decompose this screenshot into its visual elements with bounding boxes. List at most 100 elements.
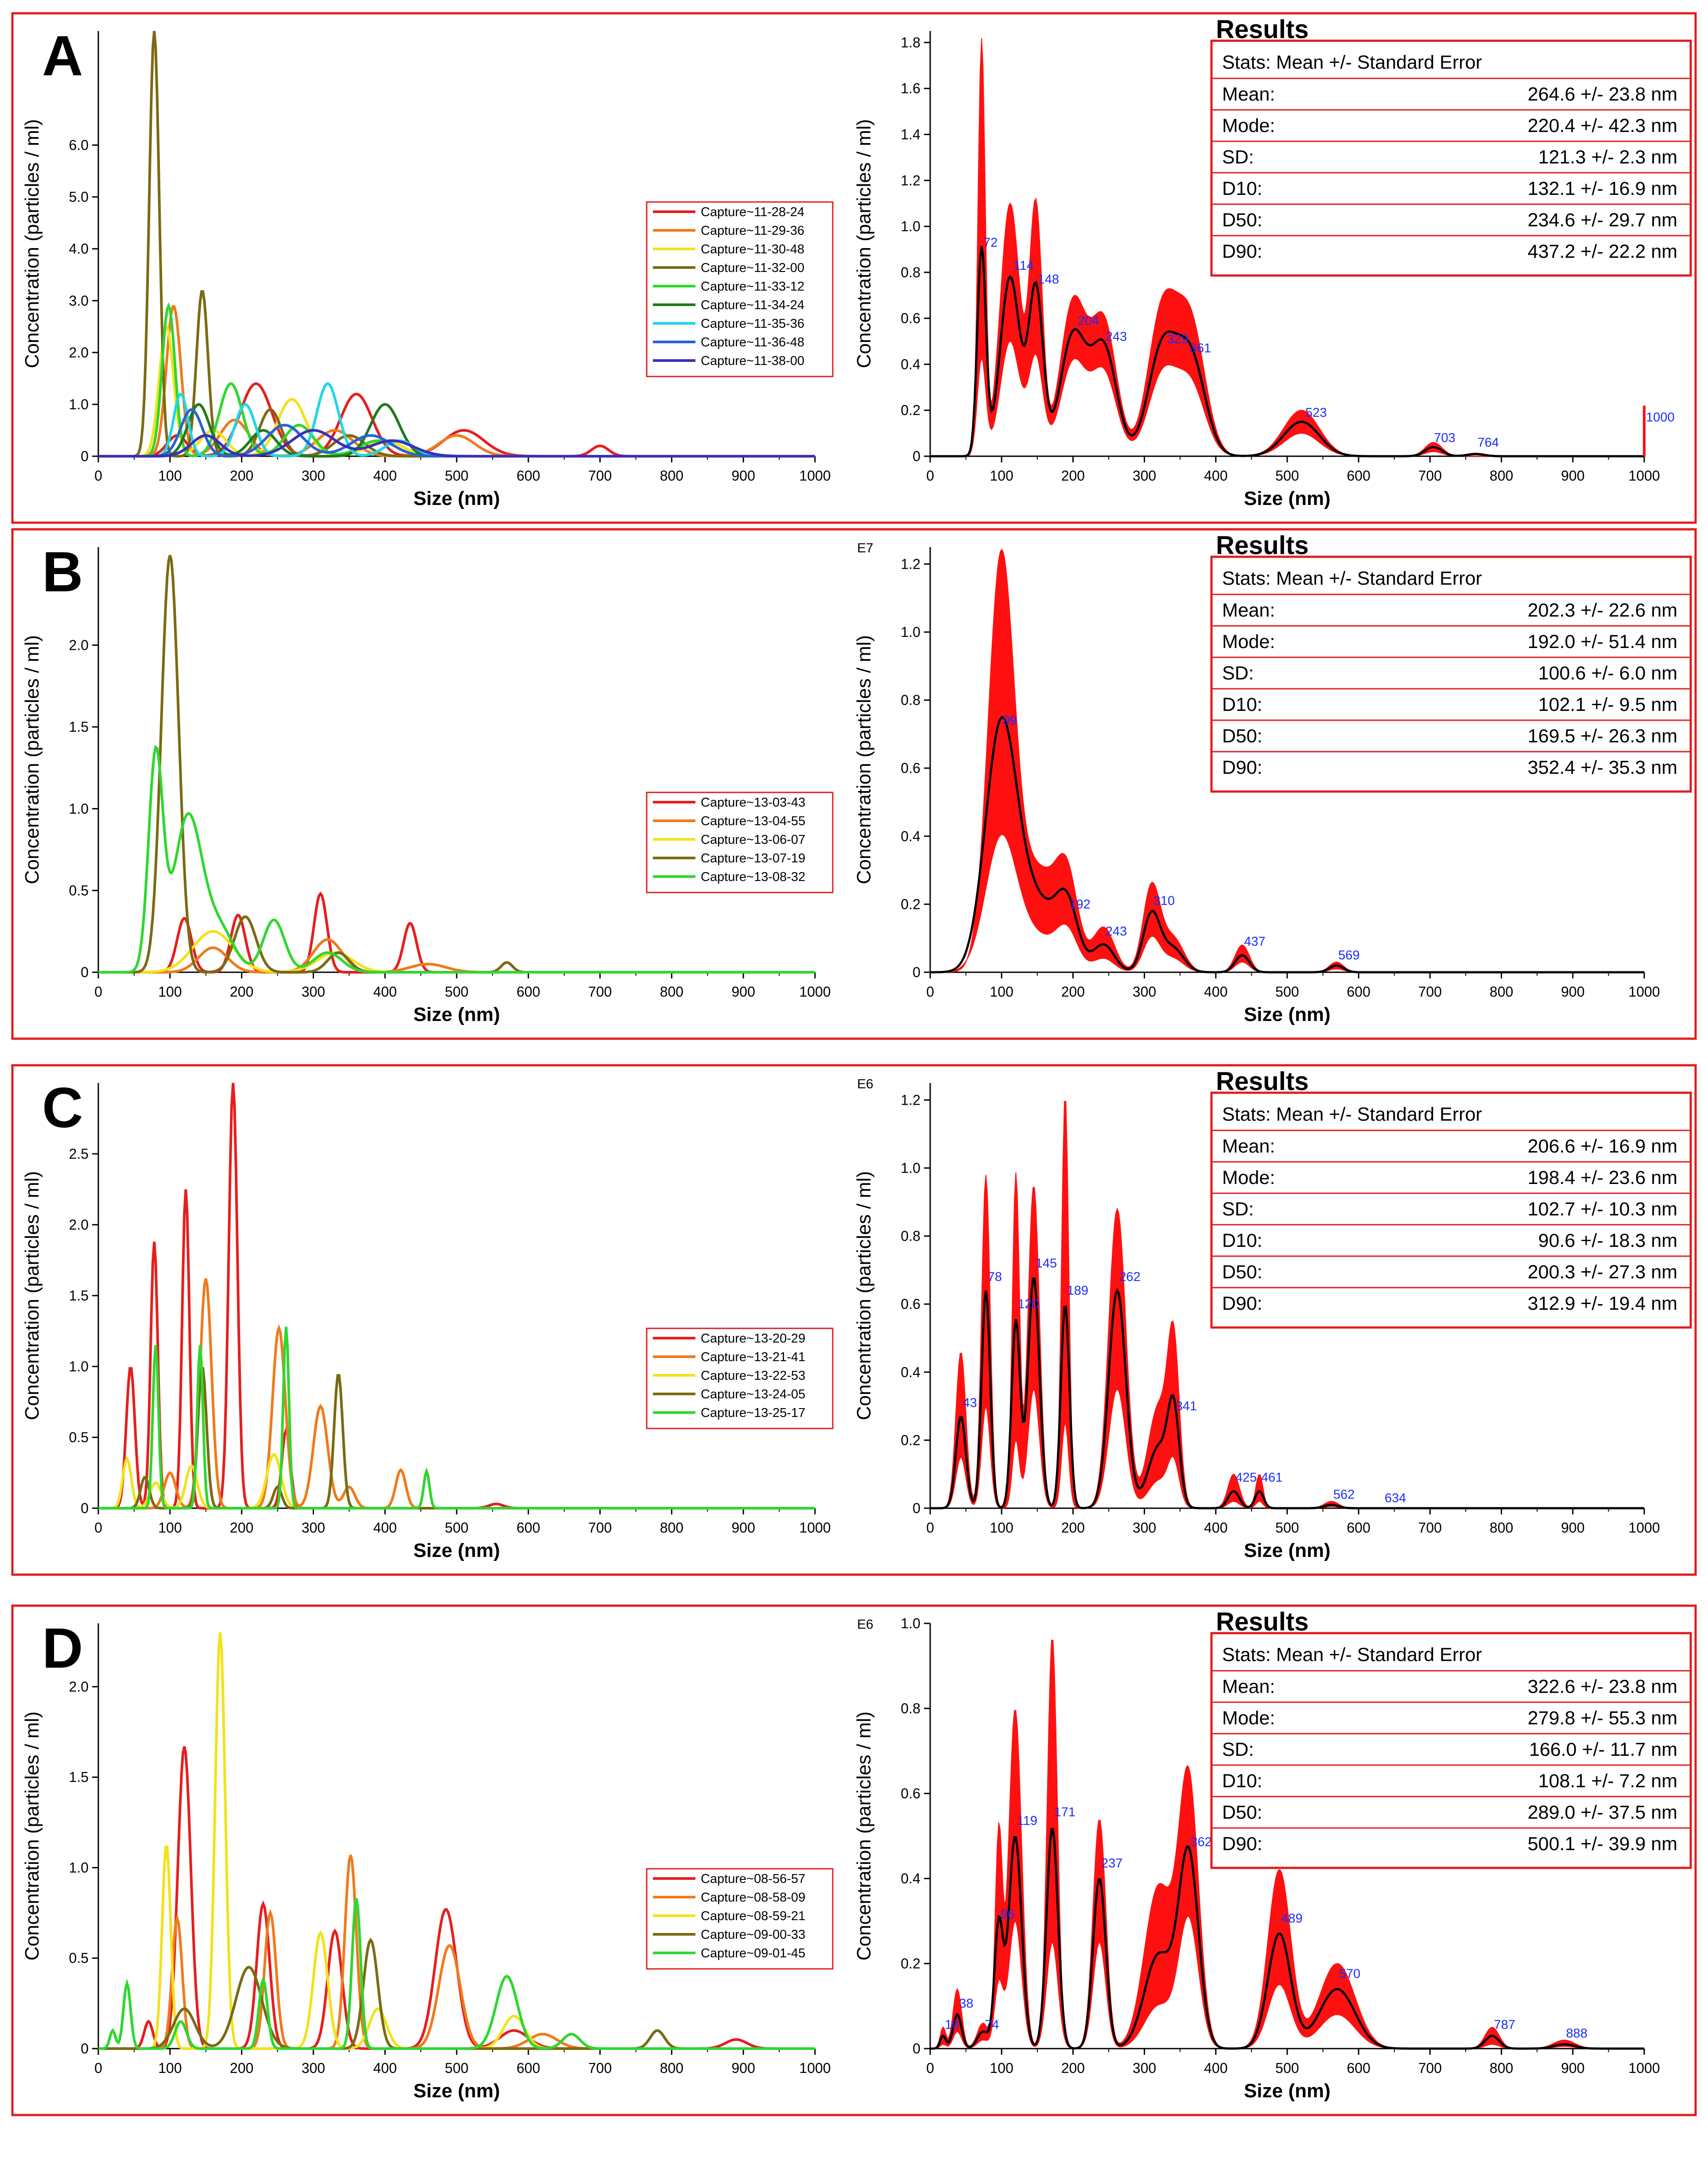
legend-entry: Capture~08-58-09 [701, 1890, 805, 1905]
results-box [1210, 39, 1692, 277]
distribution-chart: 0 100 200 300 400 500 600 700 800 900 1000 0 0.2 0.4 0… [853, 1615, 1660, 2102]
y-tick-label: 1.5 [69, 1769, 89, 1785]
x-tick-label: 100 [990, 984, 1013, 1000]
capture-chart: 0 100 200 300 400 500 600 700 800 900 1000 0 0.5 1.0 1… [21, 1623, 834, 2102]
y-axis-title: Concentration (particles / ml) [853, 1171, 875, 1420]
x-tick-label: 700 [1418, 2060, 1442, 2076]
x-tick-label: 1000 [799, 468, 831, 484]
y-tick-label: 1.2 [901, 172, 920, 188]
y-tick-label: 0 [81, 448, 89, 464]
y-tick-label: 1.5 [69, 1288, 89, 1304]
x-tick-label: 500 [445, 468, 468, 484]
x-tick-label: 400 [1204, 984, 1227, 1000]
panel-frame [11, 12, 1697, 524]
x-tick-label: 100 [158, 984, 182, 1000]
panel-frame [11, 528, 1697, 1040]
panel-frame [11, 1604, 1697, 2116]
legend-entry: Capture~11-33-12 [701, 279, 804, 294]
x-tick-label: 200 [230, 468, 253, 484]
peak-label: 425 [1235, 1471, 1257, 1485]
y-tick-label: 0 [81, 1500, 89, 1516]
peak-label: 237 [1101, 1856, 1122, 1871]
y-tick-label: 3.0 [69, 293, 89, 309]
legend-entry: Capture~13-24-05 [701, 1387, 805, 1401]
x-tick-label: 500 [1275, 468, 1299, 484]
results-value: 289.0 +/- 37.5 nm [1528, 1802, 1677, 1823]
peak-label: 634 [1385, 1491, 1406, 1505]
x-tick-label: 900 [732, 2060, 755, 2076]
capture-chart: 0 100 200 300 400 500 600 700 800 900 1000 0 0.5 1.0 1… [21, 1083, 834, 1561]
results-label: D10: [1222, 178, 1262, 199]
peak-label: 119 [1017, 1814, 1037, 1828]
x-tick-label: 0 [926, 2060, 934, 2076]
axis-exponent: E7 [857, 541, 873, 555]
x-axis-title: Size (nm) [1244, 488, 1331, 509]
results-value: 322.6 +/- 23.8 nm [1528, 1676, 1677, 1697]
y-axis-title: Concentration (particles / ml) [21, 119, 43, 368]
peak-label: 78 [988, 1270, 1002, 1284]
x-tick-label: 300 [1133, 984, 1156, 1000]
x-tick-label: 200 [230, 2060, 253, 2076]
x-tick-label: 300 [1133, 468, 1156, 484]
x-tick-label: 1000 [1628, 2060, 1660, 2076]
results-box [1210, 1091, 1692, 1329]
legend-entry: Capture~13-25-17 [701, 1406, 805, 1420]
distribution-chart: 0 100 200 300 400 500 600 700 800 900 1000 0 0.2 0.4 0… [853, 541, 1660, 1025]
legend-entry: Capture~08-59-21 [701, 1909, 805, 1923]
results-value: 121.3 +/- 2.3 nm [1538, 147, 1677, 168]
x-tick-label: 400 [373, 984, 397, 1000]
series-line-Capture~13-08-32 [98, 745, 815, 974]
x-axis-title: Size (nm) [413, 2080, 500, 2102]
x-tick-label: 800 [660, 1520, 683, 1536]
results-header: Stats: Mean +/- Standard Error [1222, 568, 1482, 589]
y-tick-label: 1.5 [69, 719, 89, 735]
y-tick-label: 0.6 [901, 311, 920, 326]
results-label: D90: [1222, 1833, 1262, 1855]
results-value: 132.1 +/- 16.9 nm [1528, 178, 1677, 199]
results-label: Mode: [1222, 1708, 1275, 1729]
peak-label: 262 [1119, 1270, 1140, 1284]
results-label: D50: [1222, 1802, 1262, 1823]
legend-entry: Capture~13-07-19 [701, 851, 805, 866]
panel-letter: C [42, 1076, 83, 1140]
y-tick-label: 2.0 [69, 345, 89, 361]
x-tick-label: 500 [445, 1520, 468, 1536]
x-tick-label: 400 [373, 1520, 397, 1536]
peak-label: 148 [1038, 272, 1059, 287]
legend-entry: Capture~13-03-43 [701, 796, 805, 810]
x-tick-label: 1000 [799, 1520, 831, 1536]
results-label: Mean: [1222, 600, 1275, 621]
x-tick-label: 800 [660, 468, 683, 484]
results-value: 102.7 +/- 10.3 nm [1528, 1199, 1677, 1220]
panel-frame [11, 1064, 1697, 1576]
y-tick-label: 0.5 [69, 882, 89, 898]
peak-label: 1000 [1646, 410, 1675, 424]
results-label: SD: [1222, 663, 1254, 684]
y-tick-label: 0.2 [901, 402, 920, 418]
x-tick-label: 200 [230, 984, 253, 1000]
x-tick-label: 600 [516, 468, 540, 484]
results-value: 352.4 +/- 35.3 nm [1528, 757, 1677, 778]
x-tick-label: 400 [1204, 468, 1227, 484]
x-tick-label: 300 [1133, 1520, 1156, 1536]
y-tick-label: 1.0 [69, 801, 89, 817]
y-tick-label: 0.8 [901, 264, 920, 280]
results-label: Mean: [1222, 1136, 1275, 1157]
results-header: Stats: Mean +/- Standard Error [1222, 1644, 1482, 1665]
peak-label: 189 [1067, 1284, 1088, 1298]
x-tick-label: 500 [1275, 2060, 1299, 2076]
results-value: 166.0 +/- 11.7 nm [1529, 1739, 1677, 1760]
x-axis-title: Size (nm) [1244, 1540, 1331, 1561]
peak-label: 204 [1078, 314, 1099, 328]
x-tick-label: 800 [660, 984, 683, 1000]
x-tick-label: 0 [926, 468, 934, 484]
results-label: SD: [1222, 1739, 1254, 1760]
legend: Capture~13-03-43 Capture~13-04-55 Capture~… [646, 792, 834, 893]
legend-entry: Capture~11-35-36 [701, 317, 804, 331]
x-tick-label: 900 [1561, 2060, 1584, 2076]
y-tick-label: 0 [81, 964, 89, 980]
y-tick-label: 1.0 [69, 396, 89, 412]
x-tick-label: 0 [94, 2060, 102, 2076]
peak-label: 74 [985, 2018, 999, 2032]
